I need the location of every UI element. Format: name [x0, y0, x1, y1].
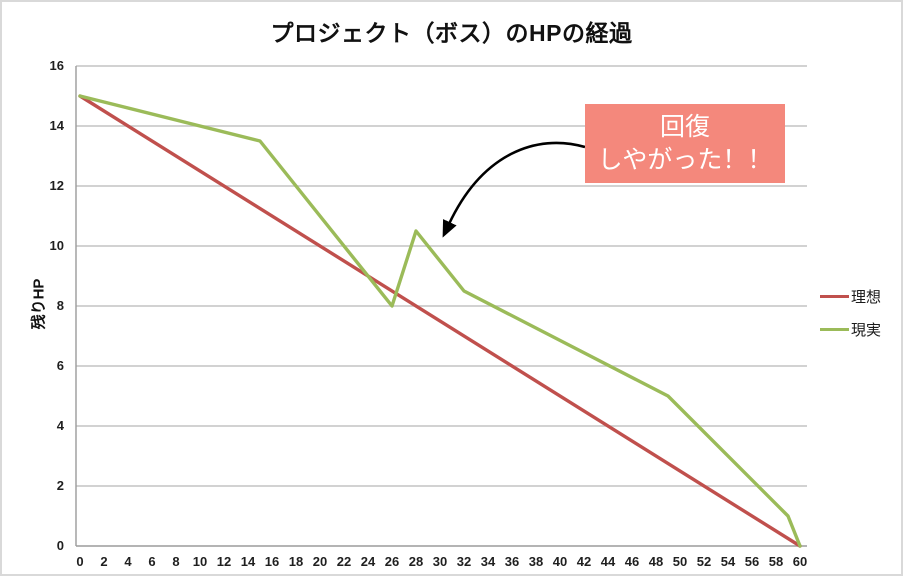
x-tick-label-50: 50: [672, 554, 688, 569]
y-tick-label-4: 4: [56, 418, 64, 433]
y-tick-label-14: 14: [49, 118, 64, 133]
x-tick-label-22: 22: [336, 554, 352, 569]
x-tick-label-14: 14: [240, 554, 256, 569]
annotation-callout[interactable]: 回復 しやがった！！: [585, 104, 785, 183]
y-tick-label-8: 8: [56, 298, 64, 313]
y-tick-label-16: 16: [49, 58, 64, 73]
x-tick-label-16: 16: [264, 554, 280, 569]
x-tick-label-2: 2: [100, 554, 108, 569]
x-tick-label-42: 42: [576, 554, 592, 569]
x-tick-label-36: 36: [504, 554, 520, 569]
x-tick-label-8: 8: [172, 554, 180, 569]
reality-line[interactable]: [78, 94, 802, 548]
legend-item-reality[interactable]: 現実: [820, 318, 901, 340]
legend-label-ideal: 理想: [851, 288, 882, 306]
x-tick-label-26: 26: [384, 554, 400, 569]
x-tick-label-34: 34: [480, 554, 496, 569]
legend-item-ideal[interactable]: 理想: [820, 285, 901, 307]
legend: 理想 現実: [820, 285, 901, 351]
x-tick-label-54: 54: [720, 554, 736, 569]
x-tick-label-12: 12: [216, 554, 232, 569]
x-tick-label-0: 0: [76, 554, 84, 569]
x-tick-label-10: 10: [192, 554, 208, 569]
chart-title: プロジェクト（ボス）のHPの経過: [270, 20, 633, 46]
annotation-line-1: 回復: [659, 112, 710, 141]
x-tick-label-4: 4: [124, 554, 132, 569]
x-tick-label-30: 30: [432, 554, 448, 569]
callout-arrow: [442, 141, 586, 238]
annotation-line-2: しやがった！！: [597, 145, 773, 174]
reality-line-swatch: [820, 327, 849, 331]
x-tick-label-56: 56: [744, 554, 760, 569]
y-tick-label-0: 0: [56, 538, 64, 553]
y-tick-label-10: 10: [49, 238, 64, 253]
x-tick-label-6: 6: [148, 554, 156, 569]
ideal-line-swatch: [820, 294, 849, 298]
x-tick-label-32: 32: [456, 554, 472, 569]
x-tick-label-20: 20: [312, 554, 328, 569]
legend-label-reality: 現実: [851, 321, 882, 339]
x-tick-label-52: 52: [696, 554, 712, 569]
x-tick-label-28: 28: [408, 554, 424, 569]
x-tick-label-24: 24: [360, 554, 376, 569]
x-tick-label-48: 48: [648, 554, 664, 569]
ideal-line[interactable]: [78, 94, 802, 548]
x-tick-label-60: 60: [792, 554, 808, 569]
y-tick-label-12: 12: [49, 178, 64, 193]
x-tick-label-18: 18: [288, 554, 304, 569]
y-tick-label-2: 2: [56, 478, 64, 493]
x-tick-label-40: 40: [552, 554, 568, 569]
x-tick-label-46: 46: [624, 554, 640, 569]
x-tick-label-44: 44: [600, 554, 616, 569]
y-tick-label-6: 6: [56, 358, 64, 373]
x-tick-label-38: 38: [528, 554, 544, 569]
x-tick-label-58: 58: [768, 554, 784, 569]
